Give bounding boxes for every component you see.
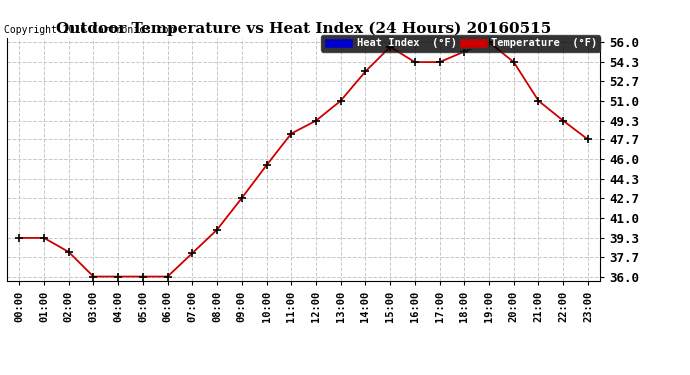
Legend: Heat Index  (°F), Temperature  (°F): Heat Index (°F), Temperature (°F) (321, 35, 600, 51)
Text: Copyright 2016 Cartronics.com: Copyright 2016 Cartronics.com (4, 25, 175, 35)
Title: Outdoor Temperature vs Heat Index (24 Hours) 20160515: Outdoor Temperature vs Heat Index (24 Ho… (56, 22, 551, 36)
